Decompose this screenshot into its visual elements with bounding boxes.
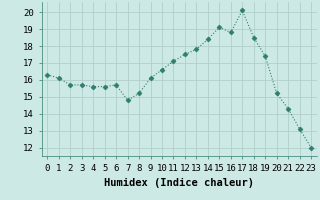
X-axis label: Humidex (Indice chaleur): Humidex (Indice chaleur) [104,178,254,188]
